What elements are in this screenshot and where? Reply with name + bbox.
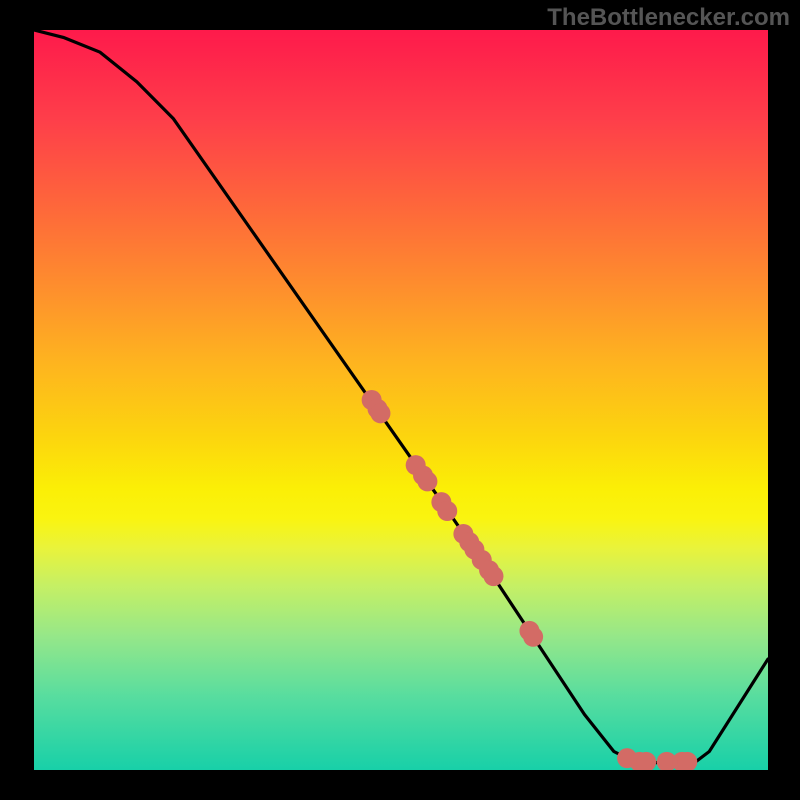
plot-svg [34, 30, 768, 770]
watermark-label: TheBottlenecker.com [547, 4, 790, 32]
curve-line [34, 30, 768, 763]
marker-point [523, 627, 543, 647]
marker-point [417, 471, 437, 491]
markers-group [362, 390, 698, 770]
marker-point [437, 501, 457, 521]
plot-area [34, 30, 768, 770]
marker-point [483, 566, 503, 586]
marker-point [370, 403, 390, 423]
outer-frame: TheBottlenecker.com [0, 0, 800, 800]
